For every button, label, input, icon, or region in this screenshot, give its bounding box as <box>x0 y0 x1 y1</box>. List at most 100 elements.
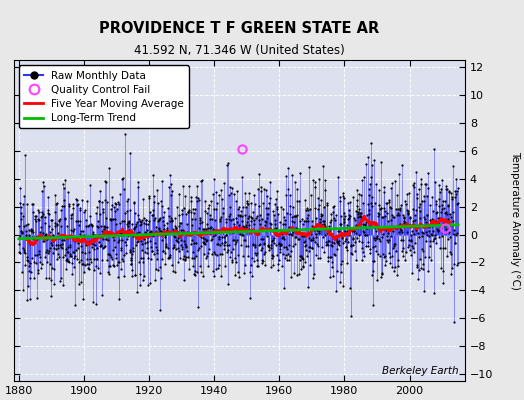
Point <box>181 256 190 263</box>
Point <box>107 256 116 262</box>
Point <box>125 218 133 224</box>
Point <box>126 247 134 253</box>
Point <box>235 213 244 220</box>
Point <box>198 230 206 236</box>
Point <box>139 255 148 262</box>
Point <box>22 235 30 242</box>
Point <box>89 241 97 247</box>
Point <box>352 222 361 228</box>
Point <box>314 205 323 212</box>
Point <box>50 235 58 241</box>
Point <box>278 234 287 240</box>
Point <box>106 217 115 223</box>
Point <box>49 250 58 256</box>
Point <box>397 202 405 208</box>
Point <box>143 239 151 246</box>
Point <box>132 224 140 230</box>
Point <box>86 237 94 244</box>
Point <box>435 182 444 188</box>
Point <box>182 248 191 255</box>
Point <box>224 192 233 198</box>
Point <box>286 211 294 217</box>
Point <box>377 205 385 212</box>
Point <box>349 234 357 241</box>
Point <box>165 213 173 219</box>
Point <box>189 248 198 255</box>
Point <box>109 246 117 253</box>
Point <box>280 217 289 224</box>
Point <box>440 221 448 228</box>
Point <box>48 242 57 248</box>
Point <box>288 214 296 221</box>
Point <box>223 249 232 256</box>
Point <box>66 253 74 259</box>
Point <box>310 227 318 233</box>
Point <box>16 185 24 191</box>
Point <box>430 290 439 297</box>
Point <box>201 198 209 204</box>
Point <box>436 245 444 252</box>
Point <box>257 184 265 190</box>
Point <box>206 225 214 231</box>
Point <box>49 238 57 244</box>
Point <box>336 198 344 204</box>
Point <box>269 226 278 232</box>
Point <box>172 246 180 252</box>
Point <box>136 221 144 228</box>
Point <box>285 257 293 263</box>
Point <box>378 234 386 240</box>
Point <box>381 258 390 264</box>
Point <box>171 269 179 276</box>
Point <box>366 181 374 188</box>
Point <box>281 220 289 227</box>
Point <box>42 275 50 282</box>
Point <box>213 252 221 258</box>
Point <box>177 242 185 248</box>
Point <box>33 294 41 301</box>
Point <box>61 256 70 263</box>
Point <box>101 243 109 249</box>
Point <box>326 254 334 260</box>
Point <box>26 296 34 302</box>
Point <box>350 215 358 221</box>
Point <box>336 221 345 227</box>
Point <box>167 217 176 223</box>
Point <box>201 208 210 214</box>
Point <box>250 250 259 256</box>
Point <box>242 243 250 250</box>
Point <box>51 209 59 215</box>
Point <box>151 224 160 230</box>
Point <box>436 215 444 221</box>
Point <box>225 212 233 219</box>
Point <box>204 250 213 256</box>
Point <box>17 203 25 210</box>
Point <box>231 272 239 278</box>
Point <box>232 215 240 221</box>
Point <box>357 256 366 263</box>
Point <box>227 216 235 223</box>
Point <box>272 242 280 248</box>
Point <box>370 235 378 242</box>
Point <box>57 274 65 281</box>
Point <box>396 225 405 232</box>
Point <box>295 236 303 242</box>
Point <box>283 227 291 234</box>
Point <box>196 178 205 184</box>
Point <box>99 209 107 216</box>
Point <box>225 242 233 248</box>
Point <box>46 229 54 235</box>
Point <box>291 241 299 247</box>
Point <box>210 272 218 279</box>
Point <box>388 264 396 270</box>
Point <box>200 240 209 246</box>
Point <box>290 213 299 220</box>
Point <box>227 184 236 191</box>
Point <box>280 214 289 221</box>
Point <box>371 242 379 249</box>
Point <box>145 238 154 245</box>
Point <box>444 203 453 209</box>
Point <box>54 217 63 223</box>
Point <box>439 245 447 252</box>
Point <box>411 169 420 176</box>
Point <box>28 226 36 233</box>
